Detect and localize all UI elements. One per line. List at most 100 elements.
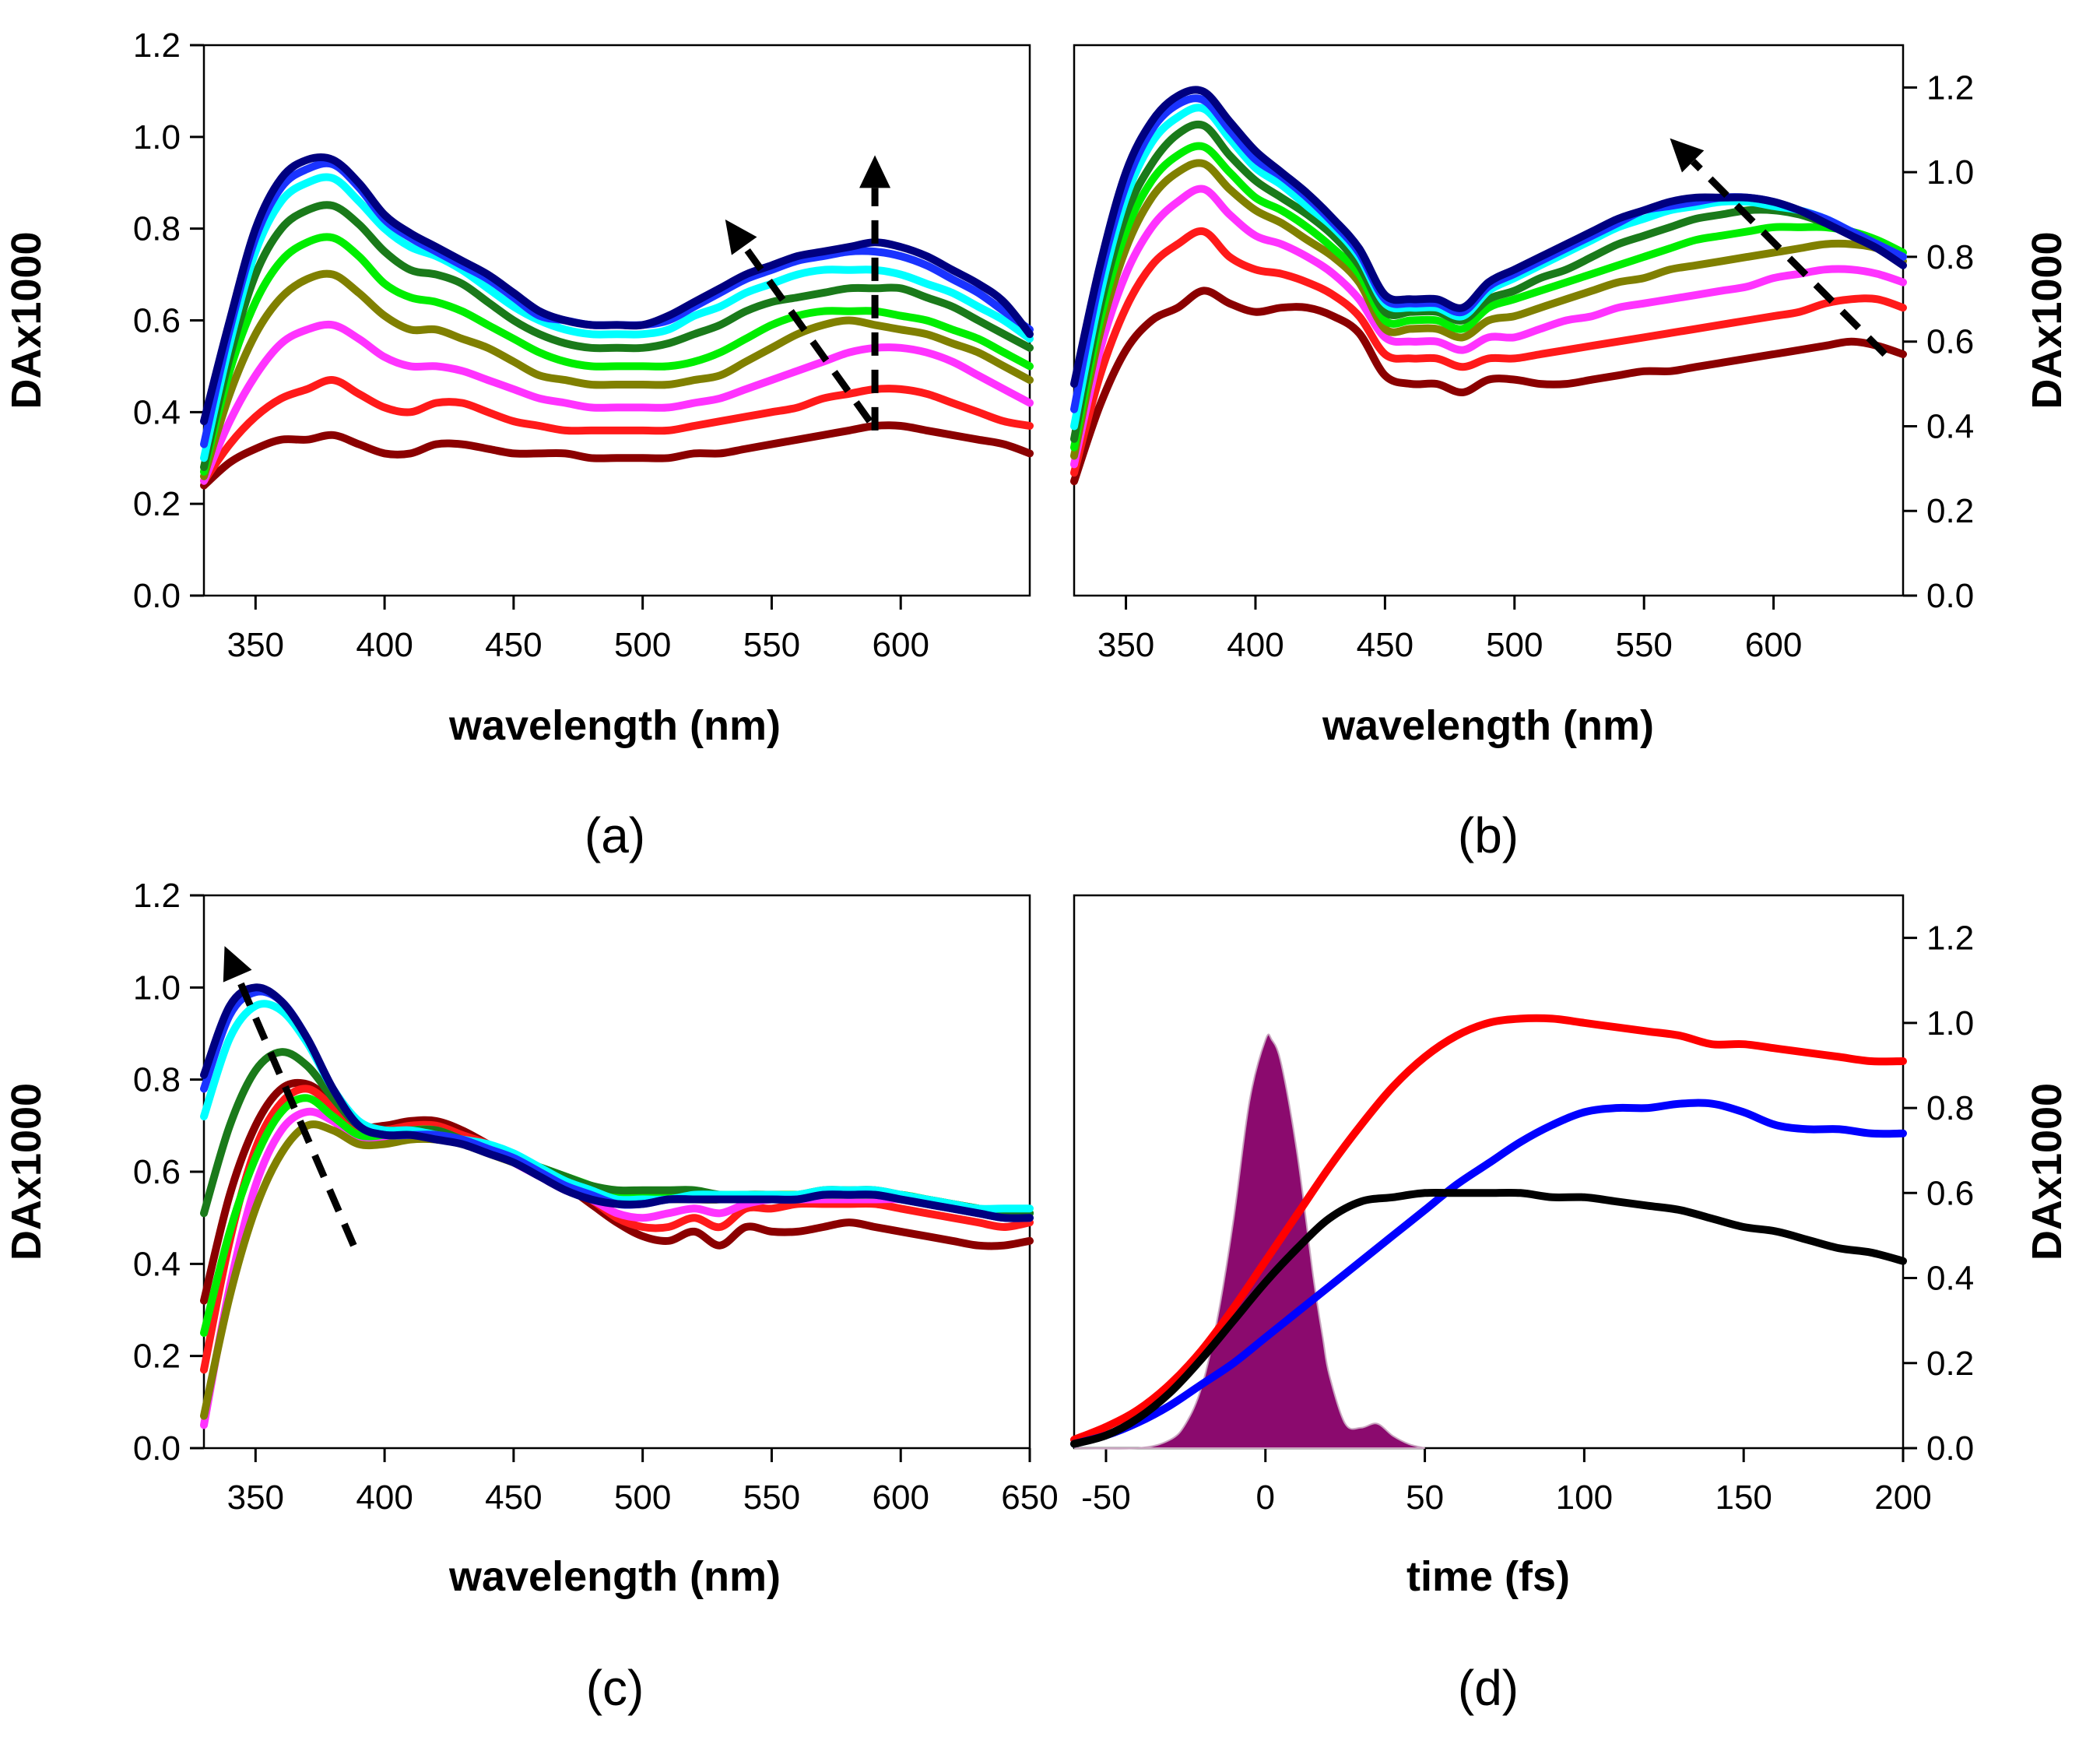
x-tick-label-c: 450 xyxy=(485,1478,542,1517)
y-tick-label-a: 0.4 xyxy=(133,393,181,431)
y-axis-title-b: DAx1000 xyxy=(2024,231,2070,409)
x-tick-label-a: 450 xyxy=(485,626,542,664)
x-tick-label-b: 450 xyxy=(1357,626,1413,664)
panel-c: 350 400 450 500 550 600 650 0.0 0.2 0.4 0.6 0.8 1.0 1… xyxy=(3,877,1059,1716)
y-tick-label-c: 0.8 xyxy=(133,1061,181,1099)
x-tick-label-a: 500 xyxy=(614,626,671,664)
plot-frame-d xyxy=(1073,894,1905,1450)
y-tick-label-c: 0.4 xyxy=(133,1245,181,1283)
plot-frame-b xyxy=(1073,44,1905,597)
x-tick-label-a: 400 xyxy=(356,626,413,664)
y-tick-label-d: 0.2 xyxy=(1926,1345,1974,1383)
y-tick-label-b: 0.0 xyxy=(1926,577,1974,615)
y-axis-title-a: DAx1000 xyxy=(3,231,50,409)
y-tick-label-d: 0.4 xyxy=(1926,1260,1974,1298)
x-tick-label-a: 600 xyxy=(873,626,929,664)
y-tick-label-b: 0.4 xyxy=(1926,407,1974,445)
trend-arrow-b-0 xyxy=(1690,159,1888,357)
trend-arrow-head-b-0 xyxy=(1670,138,1705,173)
x-axis-title-b: wavelength (nm) xyxy=(1322,702,1654,749)
y-tick-label-c: 1.2 xyxy=(133,877,181,915)
series-line-b-2 xyxy=(1070,227,1907,477)
y-axis-title-c: DAx1000 xyxy=(3,1083,50,1260)
panel-b: 350 400 450 500 550 600 0.0 0.2 0.4 0.6 0.8 1.0 1.2 w… xyxy=(1070,44,2070,863)
x-tick-label-d: 0 xyxy=(1256,1478,1275,1517)
x-tick-label-c: 350 xyxy=(227,1478,284,1517)
panel-label-a: (a) xyxy=(585,807,645,863)
y-tick-label-a: 0.2 xyxy=(133,485,181,523)
series-line-d-red xyxy=(1070,1014,1907,1444)
y-tick-label-d: 0.8 xyxy=(1926,1089,1974,1127)
plot-area-a xyxy=(200,153,1034,490)
x-tick-label-d: 100 xyxy=(1556,1478,1613,1517)
y-tick-label-d: 0.6 xyxy=(1926,1174,1974,1212)
y-tick-label-a: 0.8 xyxy=(133,210,181,248)
y-tick-label-b: 0.6 xyxy=(1926,323,1974,361)
x-axis-title-c: wavelength (nm) xyxy=(448,1553,781,1600)
x-tick-label-b: 500 xyxy=(1486,626,1543,664)
y-tick-label-a: 0.0 xyxy=(133,577,181,615)
panel-d: -50 0 50 100 150 200 0.0 0.2 0.4 0.6 0.8 1.0 1.2 time… xyxy=(1070,894,2070,1716)
pump-pulse-area xyxy=(1073,1033,1425,1450)
x-tick-label-c: 600 xyxy=(873,1478,929,1517)
y-tick-label-a: 0.6 xyxy=(133,302,181,340)
x-tick-label-d: 150 xyxy=(1715,1478,1772,1517)
series-line-a-7 xyxy=(200,173,1034,462)
x-tick-label-b: 350 xyxy=(1097,626,1154,664)
series-line-a-9 xyxy=(200,153,1034,426)
panel-label-c: (c) xyxy=(586,1660,644,1716)
y-tick-label-c: 1.0 xyxy=(133,969,181,1007)
trend-arrow-head-a-0 xyxy=(859,155,891,188)
series-line-b-3 xyxy=(1070,185,1907,469)
y-tick-label-b: 1.0 xyxy=(1926,153,1974,192)
x-axis-title-a: wavelength (nm) xyxy=(448,702,781,749)
x-tick-label-a: 550 xyxy=(743,626,800,664)
series-line-a-4 xyxy=(200,269,1034,480)
plot-frame-c xyxy=(202,894,1031,1450)
series-line-a-5 xyxy=(200,233,1034,476)
x-tick-label-d: 200 xyxy=(1874,1478,1931,1517)
y-axis-title-d: DAx1000 xyxy=(2024,1083,2070,1260)
y-tick-label-d: 1.0 xyxy=(1926,1004,1974,1042)
y-tick-label-a: 1.2 xyxy=(133,26,181,65)
series-line-c-9 xyxy=(200,983,1034,1222)
x-tick-label-b: 400 xyxy=(1227,626,1284,664)
y-tick-label-c: 0.2 xyxy=(133,1338,181,1376)
series-line-a-3 xyxy=(200,320,1034,485)
y-tick-label-b: 0.8 xyxy=(1926,238,1974,276)
series-line-d-black xyxy=(1070,1188,1907,1448)
x-tick-label-b: 550 xyxy=(1615,626,1672,664)
y-tick-label-c: 0.6 xyxy=(133,1153,181,1191)
panel-label-d: (d) xyxy=(1458,1660,1519,1716)
series-line-a-2 xyxy=(200,376,1034,485)
x-tick-label-d: 50 xyxy=(1406,1478,1444,1517)
series-line-b-5 xyxy=(1070,142,1907,452)
series-line-c-3 xyxy=(200,1107,1034,1429)
panel-label-b: (b) xyxy=(1458,807,1519,863)
series-line-b-1 xyxy=(1070,287,1907,486)
series-line-a-1 xyxy=(200,421,1034,490)
x-tick-label-a: 350 xyxy=(227,626,284,664)
plot-area-b xyxy=(1070,86,1907,486)
trend-arrow-c-0 xyxy=(234,974,357,1247)
trend-arrow-head-c-0 xyxy=(223,946,252,983)
series-line-c-4 xyxy=(200,1120,1034,1420)
panel-a: 350 400 450 500 550 600 0.0 0.2 0.4 0.6 0.8 1.0 1.2 w… xyxy=(3,26,1034,863)
y-tick-label-b: 1.2 xyxy=(1926,69,1974,107)
x-tick-label-c: 650 xyxy=(1001,1478,1058,1517)
x-tick-label-c: 400 xyxy=(356,1478,413,1517)
x-tick-label-b: 600 xyxy=(1745,626,1802,664)
x-axis-title-d: time (fs) xyxy=(1406,1553,1570,1600)
plot-area-d xyxy=(1070,1014,1907,1450)
y-tick-label-d: 1.2 xyxy=(1926,919,1974,958)
y-tick-label-d: 0.0 xyxy=(1926,1429,1974,1468)
x-tick-label-c: 550 xyxy=(743,1478,800,1517)
series-line-b-4 xyxy=(1070,159,1907,460)
series-line-d-blue xyxy=(1070,1099,1907,1448)
x-tick-label-c: 500 xyxy=(614,1478,671,1517)
series-line-b-9 xyxy=(1070,86,1907,389)
y-tick-label-a: 1.0 xyxy=(133,118,181,156)
plot-area-c xyxy=(200,983,1034,1429)
y-tick-label-b: 0.2 xyxy=(1926,492,1974,530)
